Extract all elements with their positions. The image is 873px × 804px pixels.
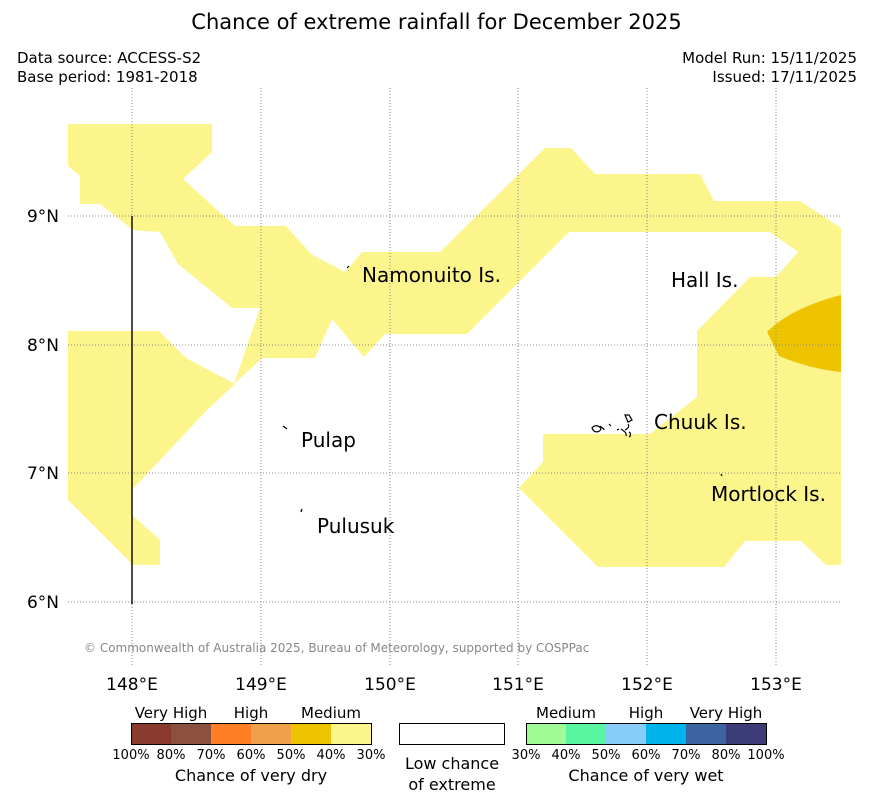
dry-caption: Chance of very dry <box>174 766 328 785</box>
model-run: Model Run: 15/11/2025 <box>682 49 857 67</box>
wet-pct-80: 80% <box>711 748 741 763</box>
lon-label-151: 151°E <box>492 675 544 695</box>
low-caption-line1: Low chance <box>404 754 500 773</box>
island-pulusuk <box>300 508 303 513</box>
wet-pct-70: 70% <box>671 748 701 763</box>
island-chuuk-lagoon <box>591 414 633 438</box>
dry-swatch-100-80 <box>131 723 172 745</box>
lat-label-6: 6°N <box>27 593 59 613</box>
dry-swatch-60-50 <box>251 723 292 745</box>
dry-swatch-80-70 <box>171 723 212 745</box>
lat-label-8: 8°N <box>27 336 59 356</box>
place-namonuito: Namonuito Is. <box>362 263 501 287</box>
dry-swatch-70-60 <box>211 723 252 745</box>
low-chance-swatch <box>399 723 505 745</box>
dry-zone-left-block <box>68 331 235 565</box>
wet-head-very-high: Very High <box>689 704 763 722</box>
wet-swatch-50-60 <box>606 723 647 745</box>
dry-swatch-40-30 <box>331 723 372 745</box>
base-period: Base period: 1981-2018 <box>17 68 198 86</box>
place-chuuk: Chuuk Is. <box>654 410 747 434</box>
issued-date: Issued: 17/11/2025 <box>712 68 857 86</box>
place-pulap: Pulap <box>301 428 356 452</box>
islands <box>282 265 723 513</box>
lat-label-7: 7°N <box>27 464 59 484</box>
wet-swatch-70-80 <box>686 723 727 745</box>
lon-label-153: 153°E <box>750 675 802 695</box>
dry-head-medium: Medium <box>301 704 361 722</box>
place-mortlock: Mortlock Is. <box>711 482 826 506</box>
map-title: Chance of extreme rainfall for December … <box>191 10 682 34</box>
place-hall: Hall Is. <box>671 268 738 292</box>
lon-label-149: 149°E <box>235 675 287 695</box>
dry-pct-70: 70% <box>196 748 226 763</box>
place-pulusuk: Pulusuk <box>317 514 395 538</box>
dry-pct-40: 40% <box>316 748 346 763</box>
dry-pct-80: 80% <box>156 748 186 763</box>
island-namonuito <box>346 265 350 269</box>
dry-pct-50: 50% <box>276 748 306 763</box>
dry-zone-medium-patch <box>767 295 841 372</box>
dry-pct-30: 30% <box>356 748 386 763</box>
source-info: Data source: ACCESS-S2 Base period: 1981… <box>17 49 201 87</box>
dry-zone-right-block <box>519 228 841 567</box>
data-source: Data source: ACCESS-S2 <box>17 49 202 67</box>
wet-pct-100: 100% <box>747 748 785 763</box>
wet-pct-40: 40% <box>551 748 581 763</box>
copyright-notice: © Commonwealth of Australia 2025, Bureau… <box>84 641 589 655</box>
dry-pct-60: 60% <box>236 748 266 763</box>
wet-pct-60: 60% <box>631 748 661 763</box>
wet-caption: Chance of very wet <box>568 766 724 785</box>
wet-swatch-30-40 <box>526 723 567 745</box>
low-caption-line2: of extreme <box>408 775 496 794</box>
low-chance-caption: Low chance of extreme <box>392 753 512 795</box>
dry-head-very-high: Very High <box>134 704 208 722</box>
run-info: Model Run: 15/11/2025 Issued: 17/11/2025 <box>682 49 857 87</box>
lon-label-150: 150°E <box>364 675 416 695</box>
wet-head-medium: Medium <box>536 704 596 722</box>
dry-swatch-50-40 <box>291 723 332 745</box>
lon-label-152: 152°E <box>621 675 673 695</box>
lat-label-9: 9°N <box>27 207 59 227</box>
wet-swatch-60-70 <box>646 723 687 745</box>
island-pulap <box>282 425 288 430</box>
wet-head-high: High <box>628 704 664 722</box>
lon-label-148: 148°E <box>106 675 158 695</box>
wet-swatch-80-100 <box>726 723 767 745</box>
wet-pct-30: 30% <box>511 748 541 763</box>
dry-pct-100: 100% <box>112 748 150 763</box>
wet-pct-50: 50% <box>591 748 621 763</box>
dry-head-high: High <box>233 704 269 722</box>
wet-swatch-40-50 <box>566 723 607 745</box>
island-mortlock <box>720 473 723 477</box>
